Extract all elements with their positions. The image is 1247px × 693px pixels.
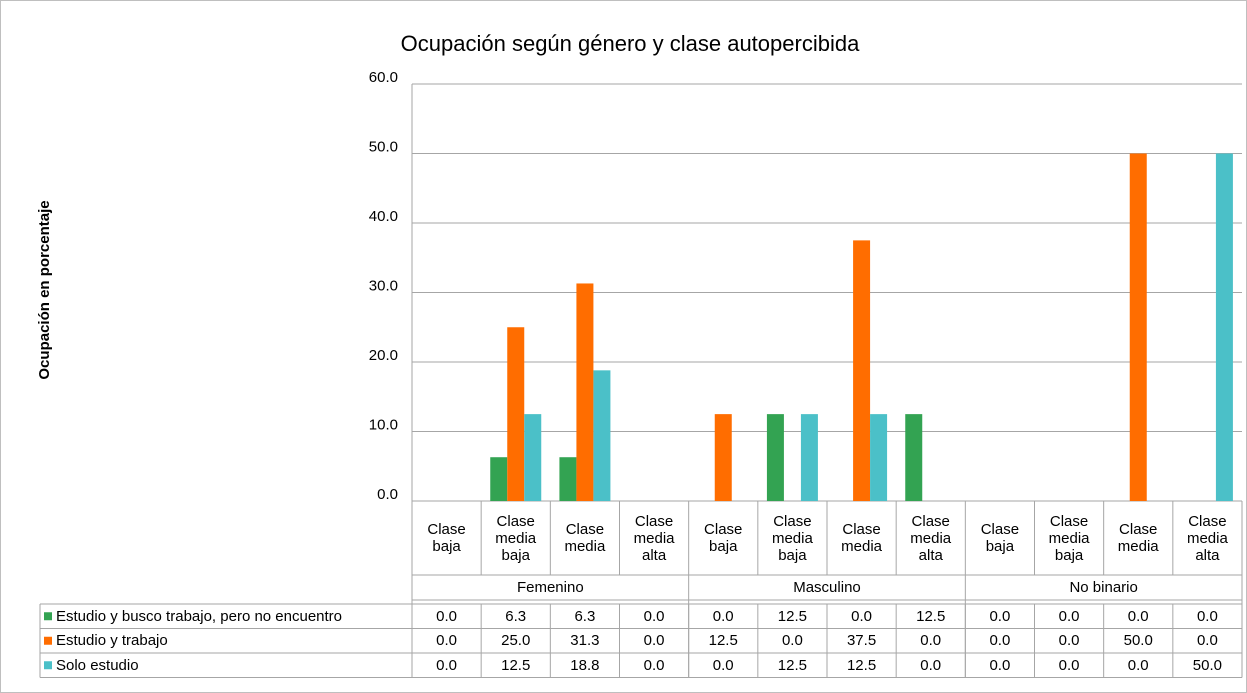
data-table-value: 12.5 [846,656,877,674]
x-tick-label: Clase baja [980,521,1020,555]
bar [905,414,923,501]
data-table-value: 0.0 [989,607,1011,625]
data-table-value: 0.0 [436,607,457,625]
bar [576,283,594,501]
legend-key [44,661,52,670]
data-table-value: 50.0 [1192,656,1222,674]
y-tick-label: 40.0 [369,208,398,225]
y-tick-label: 10.0 [369,416,398,433]
data-table-value: 12.5 [916,607,946,625]
group-label: Masculino [793,579,861,596]
data-table-value: 0.0 [781,632,803,650]
data-table-value: 0.0 [643,632,665,650]
data-table-value: 0.0 [851,607,872,625]
data-table-value: 0.0 [920,632,942,650]
data-table-value: 0.0 [1196,607,1218,625]
data-table-value: 37.5 [846,632,877,650]
bar [490,457,508,501]
data-table-value: 0.0 [436,656,457,674]
y-tick-label: 50.0 [369,138,398,155]
data-table-value: 25.0 [501,632,531,650]
data-table-value: 0.0 [989,656,1011,674]
legend-key [44,612,52,621]
legend-label: Estudio y trabajo [56,632,168,650]
bar [870,414,888,501]
x-tick-label: Clase baja [427,521,466,555]
bar [853,240,871,501]
data-table-value: 6.3 [505,607,527,625]
data-table-value: 12.5 [708,632,738,650]
bar [524,414,542,501]
x-tick-label: Clase baja [704,521,743,555]
data-table-value: 0.0 [1058,656,1080,674]
bar [1129,153,1147,501]
data-table-value: 12.5 [501,656,531,674]
data-table-value: 18.8 [570,656,600,674]
data-table-value: 0.0 [920,656,942,674]
legend-label: Estudio y busco trabajo, pero no encuent… [56,607,343,625]
data-table-value: 6.3 [574,607,596,625]
bar [1215,153,1233,501]
data-table-value: 0.0 [643,656,665,674]
bar [800,414,818,501]
data-table-value: 31.3 [570,632,600,650]
data-table-value: 12.5 [777,607,807,625]
group-label: No binario [1069,579,1138,596]
bar [714,414,732,501]
data-table-value: 12.5 [777,656,807,674]
x-tick-label: Clase media [564,521,606,555]
x-tick-label: Clase media [1117,521,1159,555]
data-table-value: 0.0 [1127,656,1149,674]
legend-key [44,636,52,645]
bar [559,457,577,501]
data-table-value: 0.0 [712,607,734,625]
x-tick-label: Clase media alta [910,512,952,564]
data-table-value: 0.0 [436,632,457,650]
data-table-value: 0.0 [1127,607,1149,625]
x-tick-label: Clase media [841,521,882,555]
bar [593,370,611,501]
bar [507,327,525,501]
x-tick-label: Clase media baja [771,512,813,564]
y-tick-label: 30.0 [369,277,398,294]
x-tick-label: Clase media baja [495,512,537,564]
data-table-value: 0.0 [643,607,665,625]
x-tick-label: Clase media alta [1186,512,1228,564]
data-table-value: 0.0 [1058,632,1080,650]
bar [766,414,784,501]
data-table-value: 0.0 [1196,632,1218,650]
x-tick-label: Clase media baja [1048,512,1090,564]
y-tick-label: 0.0 [377,486,398,503]
chart-title: Ocupación según género y clase autoperci… [401,31,860,56]
data-table-value: 0.0 [712,656,734,674]
y-tick-label: 20.0 [369,347,398,364]
data-table-value: 0.0 [1058,607,1080,625]
y-axis-label: Ocupación en porcentaje [36,200,53,379]
y-tick-label: 60.0 [369,69,398,86]
data-table-value: 50.0 [1123,632,1153,650]
data-table-value: 0.0 [989,632,1011,650]
legend-label: Solo estudio [56,656,139,674]
group-label: Femenino [516,579,584,596]
x-tick-label: Clase media alta [633,512,675,564]
